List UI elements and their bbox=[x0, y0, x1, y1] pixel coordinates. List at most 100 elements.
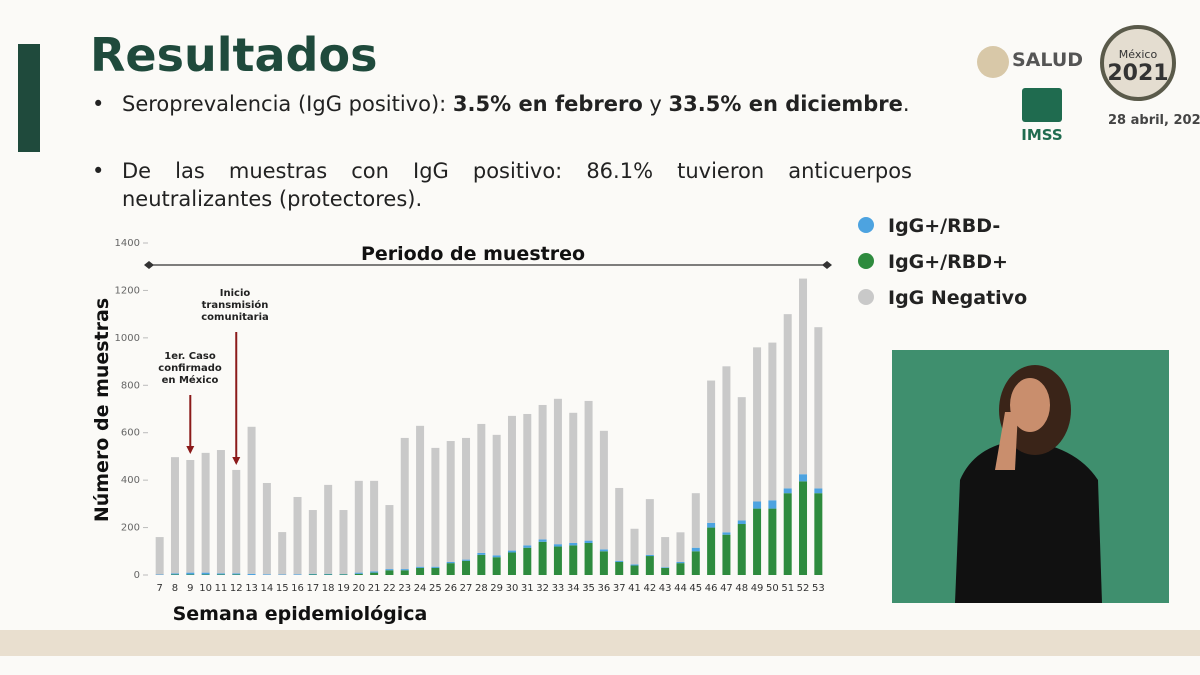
bar-segment bbox=[492, 555, 501, 558]
y-tick-label: 0 bbox=[134, 570, 140, 581]
bar-segment bbox=[783, 493, 792, 575]
bar-segment bbox=[262, 574, 271, 575]
bullet: • De las muestras con IgG positivo: 86.1%… bbox=[92, 159, 912, 211]
annotation: 1er. Caso confirmado en México bbox=[158, 351, 222, 386]
logo-text: 2021 bbox=[1107, 61, 1168, 86]
x-tick-label: 41 bbox=[628, 583, 641, 594]
x-tick-label: 27 bbox=[460, 583, 473, 594]
bar-segment bbox=[385, 505, 394, 570]
y-tick-label: 1400 bbox=[115, 238, 140, 249]
bullet-segment: y bbox=[642, 92, 669, 116]
x-tick-label: 18 bbox=[322, 583, 335, 594]
bar-segment bbox=[661, 567, 670, 568]
logo-text: México bbox=[1119, 48, 1158, 61]
bar-segment bbox=[416, 425, 425, 567]
bar-segment bbox=[569, 412, 578, 543]
x-tick-label: 48 bbox=[735, 583, 748, 594]
bar-segment bbox=[262, 482, 271, 575]
bar-segment bbox=[507, 550, 516, 553]
bar-segment bbox=[707, 527, 716, 575]
x-tick-label: 15 bbox=[276, 583, 289, 594]
bar-segment bbox=[431, 567, 440, 575]
x-tick-label: 53 bbox=[812, 583, 825, 594]
x-tick-label: 35 bbox=[582, 583, 595, 594]
bar-segment bbox=[630, 565, 639, 575]
bar-segment bbox=[691, 547, 700, 552]
x-tick-label: 10 bbox=[199, 583, 212, 594]
bar-segment bbox=[676, 561, 685, 564]
x-tick-label: 26 bbox=[444, 583, 457, 594]
bar-segment bbox=[584, 400, 593, 541]
legend-swatch bbox=[858, 253, 874, 269]
y-tick-label: 1000 bbox=[115, 333, 140, 344]
bar-segment bbox=[523, 413, 532, 546]
bar-segment bbox=[324, 484, 333, 574]
bar-segment bbox=[446, 563, 455, 575]
bar-segment bbox=[722, 534, 731, 575]
x-tick-label: 33 bbox=[552, 583, 565, 594]
x-tick-label: 8 bbox=[172, 583, 178, 594]
bar-segment bbox=[507, 552, 516, 575]
x-tick-label: 16 bbox=[291, 583, 304, 594]
bar-segment bbox=[216, 450, 225, 574]
x-tick-label: 12 bbox=[230, 583, 243, 594]
footer-band bbox=[0, 630, 1200, 656]
x-tick-label: 9 bbox=[187, 583, 193, 594]
bar-segment bbox=[615, 487, 624, 561]
bar-segment bbox=[400, 437, 409, 570]
bar-segment bbox=[722, 532, 731, 535]
bar-segment bbox=[538, 539, 547, 542]
bar-segment bbox=[814, 488, 823, 494]
bar-segment bbox=[615, 561, 624, 575]
logo-text: IMSS bbox=[1021, 126, 1062, 144]
bar-segment bbox=[293, 574, 302, 575]
bullet-segment: Seroprevalencia (IgG positivo): bbox=[122, 92, 453, 116]
x-tick-label: 31 bbox=[521, 583, 534, 594]
bar-segment bbox=[462, 560, 471, 575]
x-tick-label: 37 bbox=[613, 583, 626, 594]
slide-title: Resultados bbox=[90, 28, 378, 82]
bar-segment bbox=[446, 441, 455, 562]
bar-segment bbox=[354, 480, 363, 573]
bar-segment bbox=[676, 532, 685, 562]
x-tick-label: 23 bbox=[398, 583, 411, 594]
annotation: Periodo de muestreo bbox=[361, 243, 585, 265]
logo-text: SALUD bbox=[1012, 49, 1083, 71]
x-tick-label: 52 bbox=[797, 583, 810, 594]
x-tick-label: 45 bbox=[689, 583, 702, 594]
bar-segment bbox=[523, 547, 532, 575]
y-tick-label: 800 bbox=[121, 380, 140, 391]
annotation: Inicio transmisión comunitaria bbox=[201, 288, 269, 323]
bar-segment bbox=[354, 573, 363, 575]
x-tick-label: 47 bbox=[720, 583, 733, 594]
bar-segment bbox=[155, 537, 164, 575]
interpreter-face bbox=[1010, 378, 1050, 432]
bullet-segment: . bbox=[902, 92, 910, 116]
x-tick-label: 14 bbox=[261, 583, 274, 594]
bar-segment bbox=[247, 573, 256, 575]
bar-segment bbox=[431, 566, 440, 568]
x-tick-label: 30 bbox=[506, 583, 519, 594]
bar-segment bbox=[768, 500, 777, 509]
logo-seal bbox=[977, 46, 1009, 78]
x-tick-label: 25 bbox=[429, 583, 442, 594]
bar-segment bbox=[584, 540, 593, 543]
legend-label: IgG Negativo bbox=[888, 287, 1027, 309]
y-tick-label: 600 bbox=[121, 428, 140, 439]
interpreter-figure bbox=[955, 440, 1102, 603]
x-tick-label: 51 bbox=[781, 583, 794, 594]
bar-segment bbox=[232, 573, 241, 575]
bar-segment bbox=[814, 327, 823, 489]
legend-label: IgG+/RBD+ bbox=[888, 251, 1008, 273]
bar-segment bbox=[507, 415, 516, 551]
x-tick-label: 49 bbox=[751, 583, 764, 594]
bar-segment bbox=[753, 347, 762, 502]
x-tick-label: 43 bbox=[659, 583, 672, 594]
bar-segment bbox=[492, 434, 501, 556]
bar-segment bbox=[477, 552, 486, 555]
bar-segment bbox=[538, 541, 547, 575]
bar-segment bbox=[232, 469, 241, 574]
bar-segment bbox=[753, 508, 762, 575]
bar-segment bbox=[630, 528, 639, 565]
x-tick-label: 44 bbox=[674, 583, 687, 594]
